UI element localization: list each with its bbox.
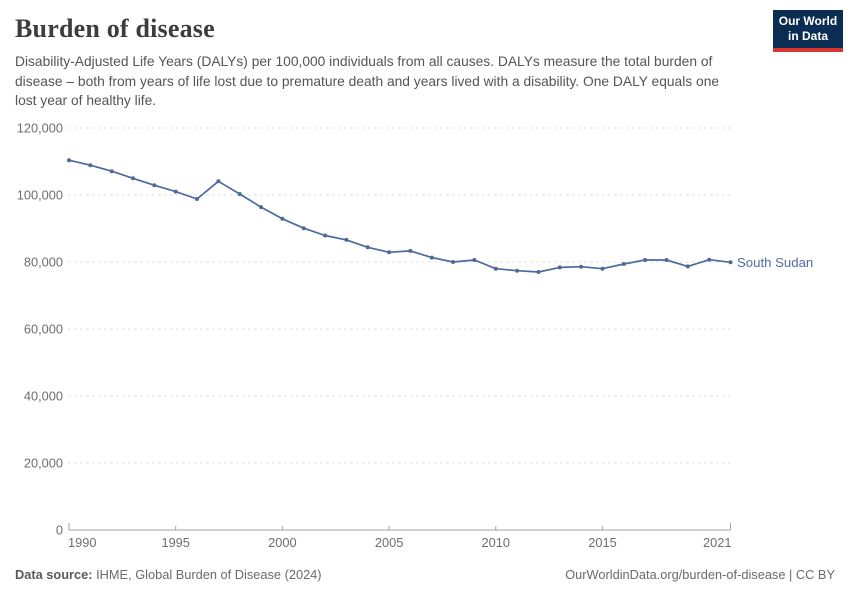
data-point[interactable]	[408, 248, 413, 253]
owid-logo-line1: Our World	[778, 14, 838, 29]
data-source: Data source: IHME, Global Burden of Dise…	[15, 567, 322, 582]
data-point[interactable]	[664, 258, 669, 262]
data-point[interactable]	[429, 255, 434, 260]
data-point[interactable]	[600, 266, 605, 271]
data-point[interactable]	[173, 189, 178, 194]
data-point[interactable]	[643, 258, 648, 262]
owid-logo-accent-bar	[773, 48, 843, 52]
y-tick-label: 40,000	[24, 389, 63, 404]
chart-subtitle: Disability-Adjusted Life Years (DALYs) p…	[15, 54, 720, 109]
data-point[interactable]	[131, 176, 135, 181]
data-point[interactable]	[344, 237, 349, 242]
data-source-value: IHME, Global Burden of Disease (2024)	[92, 567, 322, 582]
chart-footer: Data source: IHME, Global Burden of Dise…	[15, 567, 835, 582]
entity-label[interactable]: South Sudan	[737, 255, 813, 270]
owid-logo-box: Our World in Data	[773, 10, 843, 48]
y-tick-label: 100,000	[17, 188, 63, 203]
data-point[interactable]	[259, 205, 263, 210]
data-point[interactable]	[728, 260, 733, 265]
x-tick-label: 1990	[68, 535, 96, 550]
data-point[interactable]	[365, 245, 370, 250]
data-point[interactable]	[109, 169, 114, 174]
data-point[interactable]	[707, 257, 712, 262]
x-tick-label: 2005	[375, 535, 403, 550]
owid-logo[interactable]: Our World in Data	[773, 10, 843, 52]
x-tick-label: 1995	[161, 535, 189, 550]
data-point[interactable]	[280, 216, 285, 221]
x-tick-label: 2010	[482, 535, 510, 550]
y-tick-label: 80,000	[24, 255, 63, 270]
data-point[interactable]	[67, 158, 71, 163]
y-tick-label: 0	[56, 523, 63, 538]
series-line[interactable]	[68, 159, 732, 273]
x-tick-label: 2015	[588, 535, 616, 550]
data-point[interactable]	[515, 268, 520, 273]
data-point[interactable]	[237, 192, 242, 196]
data-point[interactable]	[472, 258, 477, 262]
data-point[interactable]	[152, 183, 157, 188]
data-point[interactable]	[557, 265, 562, 270]
y-tick-label: 60,000	[24, 322, 63, 337]
data-point[interactable]	[621, 262, 626, 266]
data-point[interactable]	[493, 266, 498, 271]
owid-logo-line2: in Data	[787, 29, 828, 43]
data-point[interactable]	[88, 163, 93, 168]
data-point[interactable]	[685, 264, 690, 269]
y-tick-label: 120,000	[17, 121, 63, 136]
data-point[interactable]	[451, 260, 456, 264]
x-tick-label: 2021	[703, 535, 731, 550]
y-tick-label: 20,000	[24, 456, 63, 471]
x-tick-label: 2000	[268, 535, 296, 550]
data-point[interactable]	[195, 197, 199, 201]
data-point[interactable]	[216, 179, 221, 184]
data-source-label: Data source:	[15, 567, 93, 582]
data-point[interactable]	[387, 250, 392, 255]
data-point[interactable]	[323, 233, 328, 238]
data-point[interactable]	[536, 270, 541, 274]
credit-link[interactable]: OurWorldinData.org/burden-of-disease | C…	[565, 567, 835, 582]
data-point[interactable]	[579, 264, 584, 269]
data-point[interactable]	[301, 226, 306, 231]
page-title: Burden of disease	[15, 14, 215, 43]
